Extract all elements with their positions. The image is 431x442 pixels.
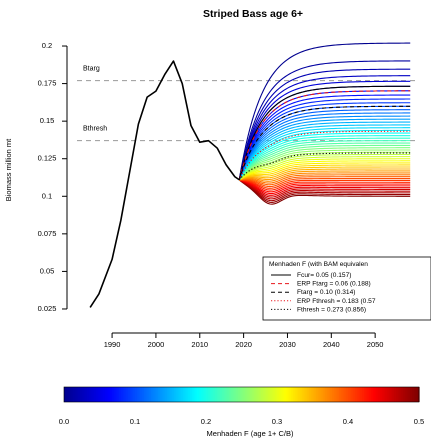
x-tick-label: 2050 bbox=[367, 340, 384, 349]
projection-lines bbox=[239, 43, 410, 204]
colorbar-tick-label: 0.4 bbox=[343, 417, 353, 426]
y-tick-label: 0.025 bbox=[38, 304, 57, 313]
x-tick-label: 2040 bbox=[323, 340, 340, 349]
y-tick-label: 0.1 bbox=[42, 191, 52, 200]
y-tick-label: 0.075 bbox=[38, 229, 57, 238]
colorbar-tick-label: 0.1 bbox=[130, 417, 140, 426]
legend: Menhaden F (with BAM equivalen Fcur= 0.05… bbox=[263, 257, 431, 320]
y-axis-label: Biomass million mt bbox=[4, 138, 13, 201]
x-tick-label: 1990 bbox=[104, 340, 121, 349]
legend-title: Menhaden F (with BAM equivalen bbox=[269, 261, 368, 268]
x-tick-label: 2030 bbox=[279, 340, 296, 349]
colorbar-tick-label: 0.2 bbox=[201, 417, 211, 426]
reference-line-label: Btarg bbox=[83, 66, 100, 73]
legend-entry: Fcur= 0.05 (0.157) bbox=[297, 272, 351, 279]
legend-entry: ERP Fthresh = 0.183 (0.57 bbox=[297, 298, 376, 305]
y-tick-label: 0.05 bbox=[40, 266, 55, 275]
y-tick-label: 0.2 bbox=[42, 41, 52, 50]
reference-line-label: Bthresh bbox=[83, 126, 107, 133]
legend-entry: ERP Ftarg = 0.06 (0.188) bbox=[297, 281, 371, 288]
x-tick-label: 2000 bbox=[148, 340, 165, 349]
chart-title: Striped Bass age 6+ bbox=[203, 8, 303, 20]
historical-series bbox=[90, 61, 239, 307]
x-tick-label: 2020 bbox=[235, 340, 252, 349]
y-tick-label: 0.125 bbox=[38, 154, 57, 163]
historical-line bbox=[90, 61, 239, 307]
colorbar-tick-label: 0.0 bbox=[59, 417, 69, 426]
legend-entry: Fthresh = 0.273 (0.856) bbox=[297, 306, 366, 313]
x-tick-label: 2010 bbox=[191, 340, 208, 349]
colorbar-tick-label: 0.3 bbox=[272, 417, 282, 426]
legend-entry: Ftarg = 0.10 (0.314) bbox=[297, 289, 355, 296]
colorbar-tick-label: 0.5 bbox=[414, 417, 424, 426]
colorbar-label: Menhaden F (age 1+ C/B) bbox=[207, 429, 294, 438]
colorbar: 0.0 0.1 0.2 0.3 0.4 0.5 Menhaden F (age 1+ C/B… bbox=[59, 387, 424, 438]
y-tick-label: 0.15 bbox=[40, 116, 55, 125]
y-tick-label: 0.175 bbox=[38, 79, 57, 88]
